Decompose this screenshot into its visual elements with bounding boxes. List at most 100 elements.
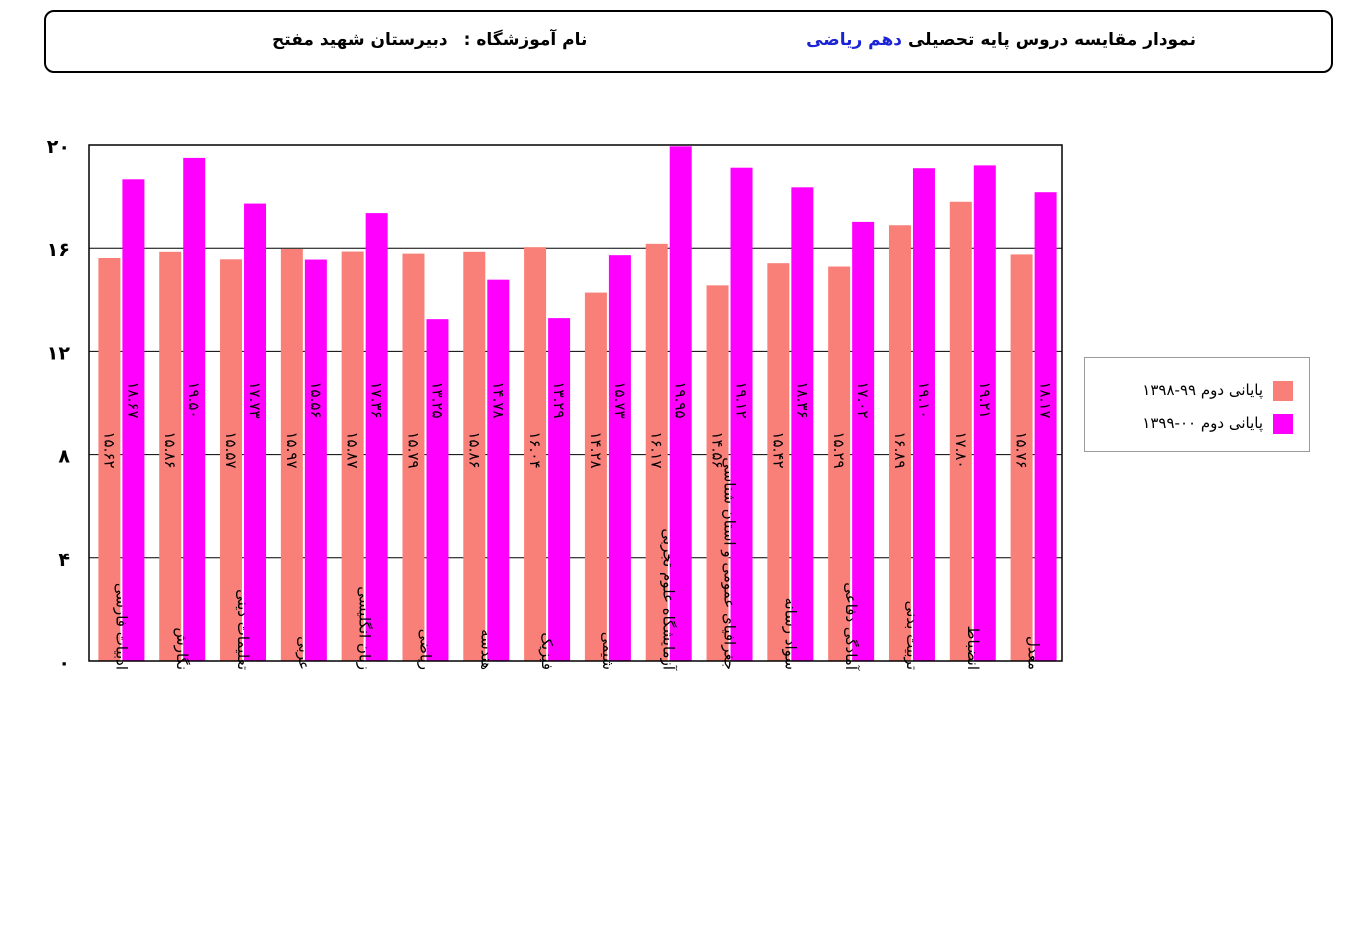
bar bbox=[669, 146, 692, 662]
bar-value-label: ۱۷.۷۳ bbox=[246, 382, 264, 419]
x-category-label: ریاضی bbox=[416, 629, 434, 670]
bar-value-label: ۱۵.۴۲ bbox=[769, 432, 787, 469]
bar-value-label: ۱۳.۲۵ bbox=[428, 382, 446, 419]
x-category-label: عربی bbox=[295, 636, 313, 670]
bar-value-label: ۱۶.۸۹ bbox=[891, 432, 909, 469]
bar bbox=[1034, 192, 1057, 662]
y-tick-label: ۰ bbox=[58, 652, 70, 674]
bar-value-label: ۱۹.۵۰ bbox=[185, 382, 203, 419]
school-label: نام آموزشگاه : bbox=[463, 30, 588, 50]
bar bbox=[888, 225, 911, 661]
x-category-label: شیمی bbox=[599, 632, 617, 670]
bar bbox=[949, 201, 972, 661]
x-category-label: تعلیمات دینی bbox=[234, 589, 252, 670]
legend-swatch-series1 bbox=[1273, 381, 1293, 401]
y-tick-label: ۱۲ bbox=[47, 342, 71, 364]
y-tick-label: ۴ bbox=[58, 549, 70, 571]
y-tick-label: ۲۰ bbox=[47, 136, 70, 158]
x-category-label: معدل bbox=[1025, 636, 1043, 670]
bar bbox=[584, 292, 607, 661]
bar bbox=[304, 259, 327, 661]
bar-value-label: ۱۵.۷۳ bbox=[611, 382, 629, 419]
bar-value-label: ۱۷.۰۲ bbox=[854, 382, 872, 419]
x-category-label: جغرافیای عمومی و استان شناسی bbox=[721, 457, 739, 670]
bar-value-label: ۱۵.۷۹ bbox=[404, 432, 422, 469]
bar-value-label: ۱۳.۲۹ bbox=[550, 382, 568, 419]
bar bbox=[548, 318, 571, 661]
bar-value-label: ۱۷.۳۶ bbox=[368, 382, 386, 419]
y-tick-label: ۸ bbox=[58, 446, 70, 468]
chart-title-highlight: دهم ریاضی bbox=[806, 30, 903, 50]
x-category-label: آمادگی دفاعی bbox=[842, 582, 860, 671]
bar bbox=[973, 165, 996, 661]
bar-value-label: ۱۴.۷۸ bbox=[489, 382, 507, 419]
bar-value-label: ۱۵.۵۷ bbox=[222, 432, 240, 469]
bar-value-label: ۱۸.۶۷ bbox=[124, 382, 142, 419]
bar bbox=[244, 203, 267, 662]
bar bbox=[608, 255, 631, 661]
bar-value-label: ۱۹.۹۵ bbox=[672, 382, 690, 419]
bar-value-label: ۱۹.۱۰ bbox=[915, 382, 933, 419]
bar-value-label: ۱۵.۹۷ bbox=[283, 432, 301, 469]
school-info: نام آموزشگاه : دبیرستان شهید مفتح bbox=[272, 30, 587, 50]
bar-value-label: ۱۶.۰۴ bbox=[526, 432, 544, 469]
x-category-label: زبان انگلیسی bbox=[356, 586, 374, 670]
legend-label-series1: پایانی دوم ۹۹-۱۳۹۸ bbox=[1142, 381, 1263, 399]
x-category-label: تربیت بدنی bbox=[903, 601, 921, 670]
bar bbox=[706, 285, 729, 661]
legend-label-series2: پایانی دوم ۰۰-۱۳۹۹ bbox=[1142, 414, 1263, 432]
y-tick-label: ۱۶ bbox=[47, 239, 70, 261]
bar bbox=[341, 251, 364, 661]
plot-frame bbox=[88, 144, 1063, 662]
bar bbox=[828, 266, 851, 661]
bar-value-label: ۱۴.۵۶ bbox=[709, 432, 727, 469]
bar-value-label: ۱۵.۶۲ bbox=[100, 432, 118, 469]
bar bbox=[463, 251, 486, 661]
x-category-label: فیزیک bbox=[538, 632, 556, 670]
bar-value-label: ۱۸.۱۷ bbox=[1037, 382, 1055, 419]
x-category-label: انضباط bbox=[964, 626, 982, 670]
bar bbox=[402, 253, 425, 662]
legend-item-series2: پایانی دوم ۰۰-۱۳۹۹ bbox=[1085, 413, 1311, 435]
bar bbox=[220, 259, 243, 661]
bar bbox=[645, 243, 668, 661]
bar bbox=[767, 263, 790, 661]
x-category-label: ادبیات فارسی bbox=[112, 583, 130, 670]
bar bbox=[159, 251, 182, 661]
bar bbox=[183, 157, 206, 661]
bar-value-label: ۱۵.۷۶ bbox=[1013, 432, 1031, 469]
bar bbox=[426, 319, 449, 661]
x-category-label: هندسه bbox=[477, 629, 495, 670]
header-box: نمودار مقایسه دروس پایه تحصیلی دهم ریاضی… bbox=[44, 10, 1333, 73]
bar bbox=[791, 187, 814, 661]
chart-title-prefix: نمودار مقایسه دروس پایه تحصیلی bbox=[907, 30, 1196, 50]
legend-item-series1: پایانی دوم ۹۹-۱۳۹۸ bbox=[1085, 380, 1311, 402]
bar bbox=[1010, 254, 1033, 661]
chart-title: نمودار مقایسه دروس پایه تحصیلی دهم ریاضی bbox=[806, 30, 1196, 50]
bar-value-label: ۱۸.۳۶ bbox=[793, 382, 811, 419]
bar bbox=[730, 167, 753, 662]
bar-value-label: ۱۵.۸۷ bbox=[344, 432, 362, 469]
legend-swatch-series2 bbox=[1273, 414, 1293, 434]
x-category-label: نگارش bbox=[173, 627, 191, 670]
bar bbox=[98, 258, 121, 661]
bar-value-label: ۱۹.۲۱ bbox=[976, 382, 994, 419]
bar-value-label: ۱۴.۲۸ bbox=[587, 432, 605, 469]
bar bbox=[365, 213, 388, 661]
school-name: دبیرستان شهید مفتح bbox=[272, 30, 448, 50]
bar-value-label: ۱۵.۵۶ bbox=[307, 382, 325, 419]
x-category-label: سواد رسانه bbox=[781, 597, 799, 670]
bar bbox=[280, 248, 303, 661]
bar bbox=[122, 179, 145, 661]
bar bbox=[524, 247, 547, 661]
chart-legend: پایانی دوم ۹۹-۱۳۹۸ پایانی دوم ۰۰-۱۳۹۹ bbox=[1084, 357, 1310, 452]
bar-value-label: ۱۵.۸۶ bbox=[161, 432, 179, 469]
bar-value-label: ۱۶.۱۷ bbox=[648, 432, 666, 469]
bar-value-label: ۱۵.۲۹ bbox=[830, 432, 848, 469]
bar-value-label: ۱۷.۸۰ bbox=[952, 432, 970, 469]
x-category-label: آزمایشگاه علوم تجربی bbox=[660, 528, 678, 670]
bar bbox=[912, 168, 935, 661]
bar-value-label: ۱۹.۱۲ bbox=[733, 382, 751, 419]
bar bbox=[487, 279, 510, 661]
